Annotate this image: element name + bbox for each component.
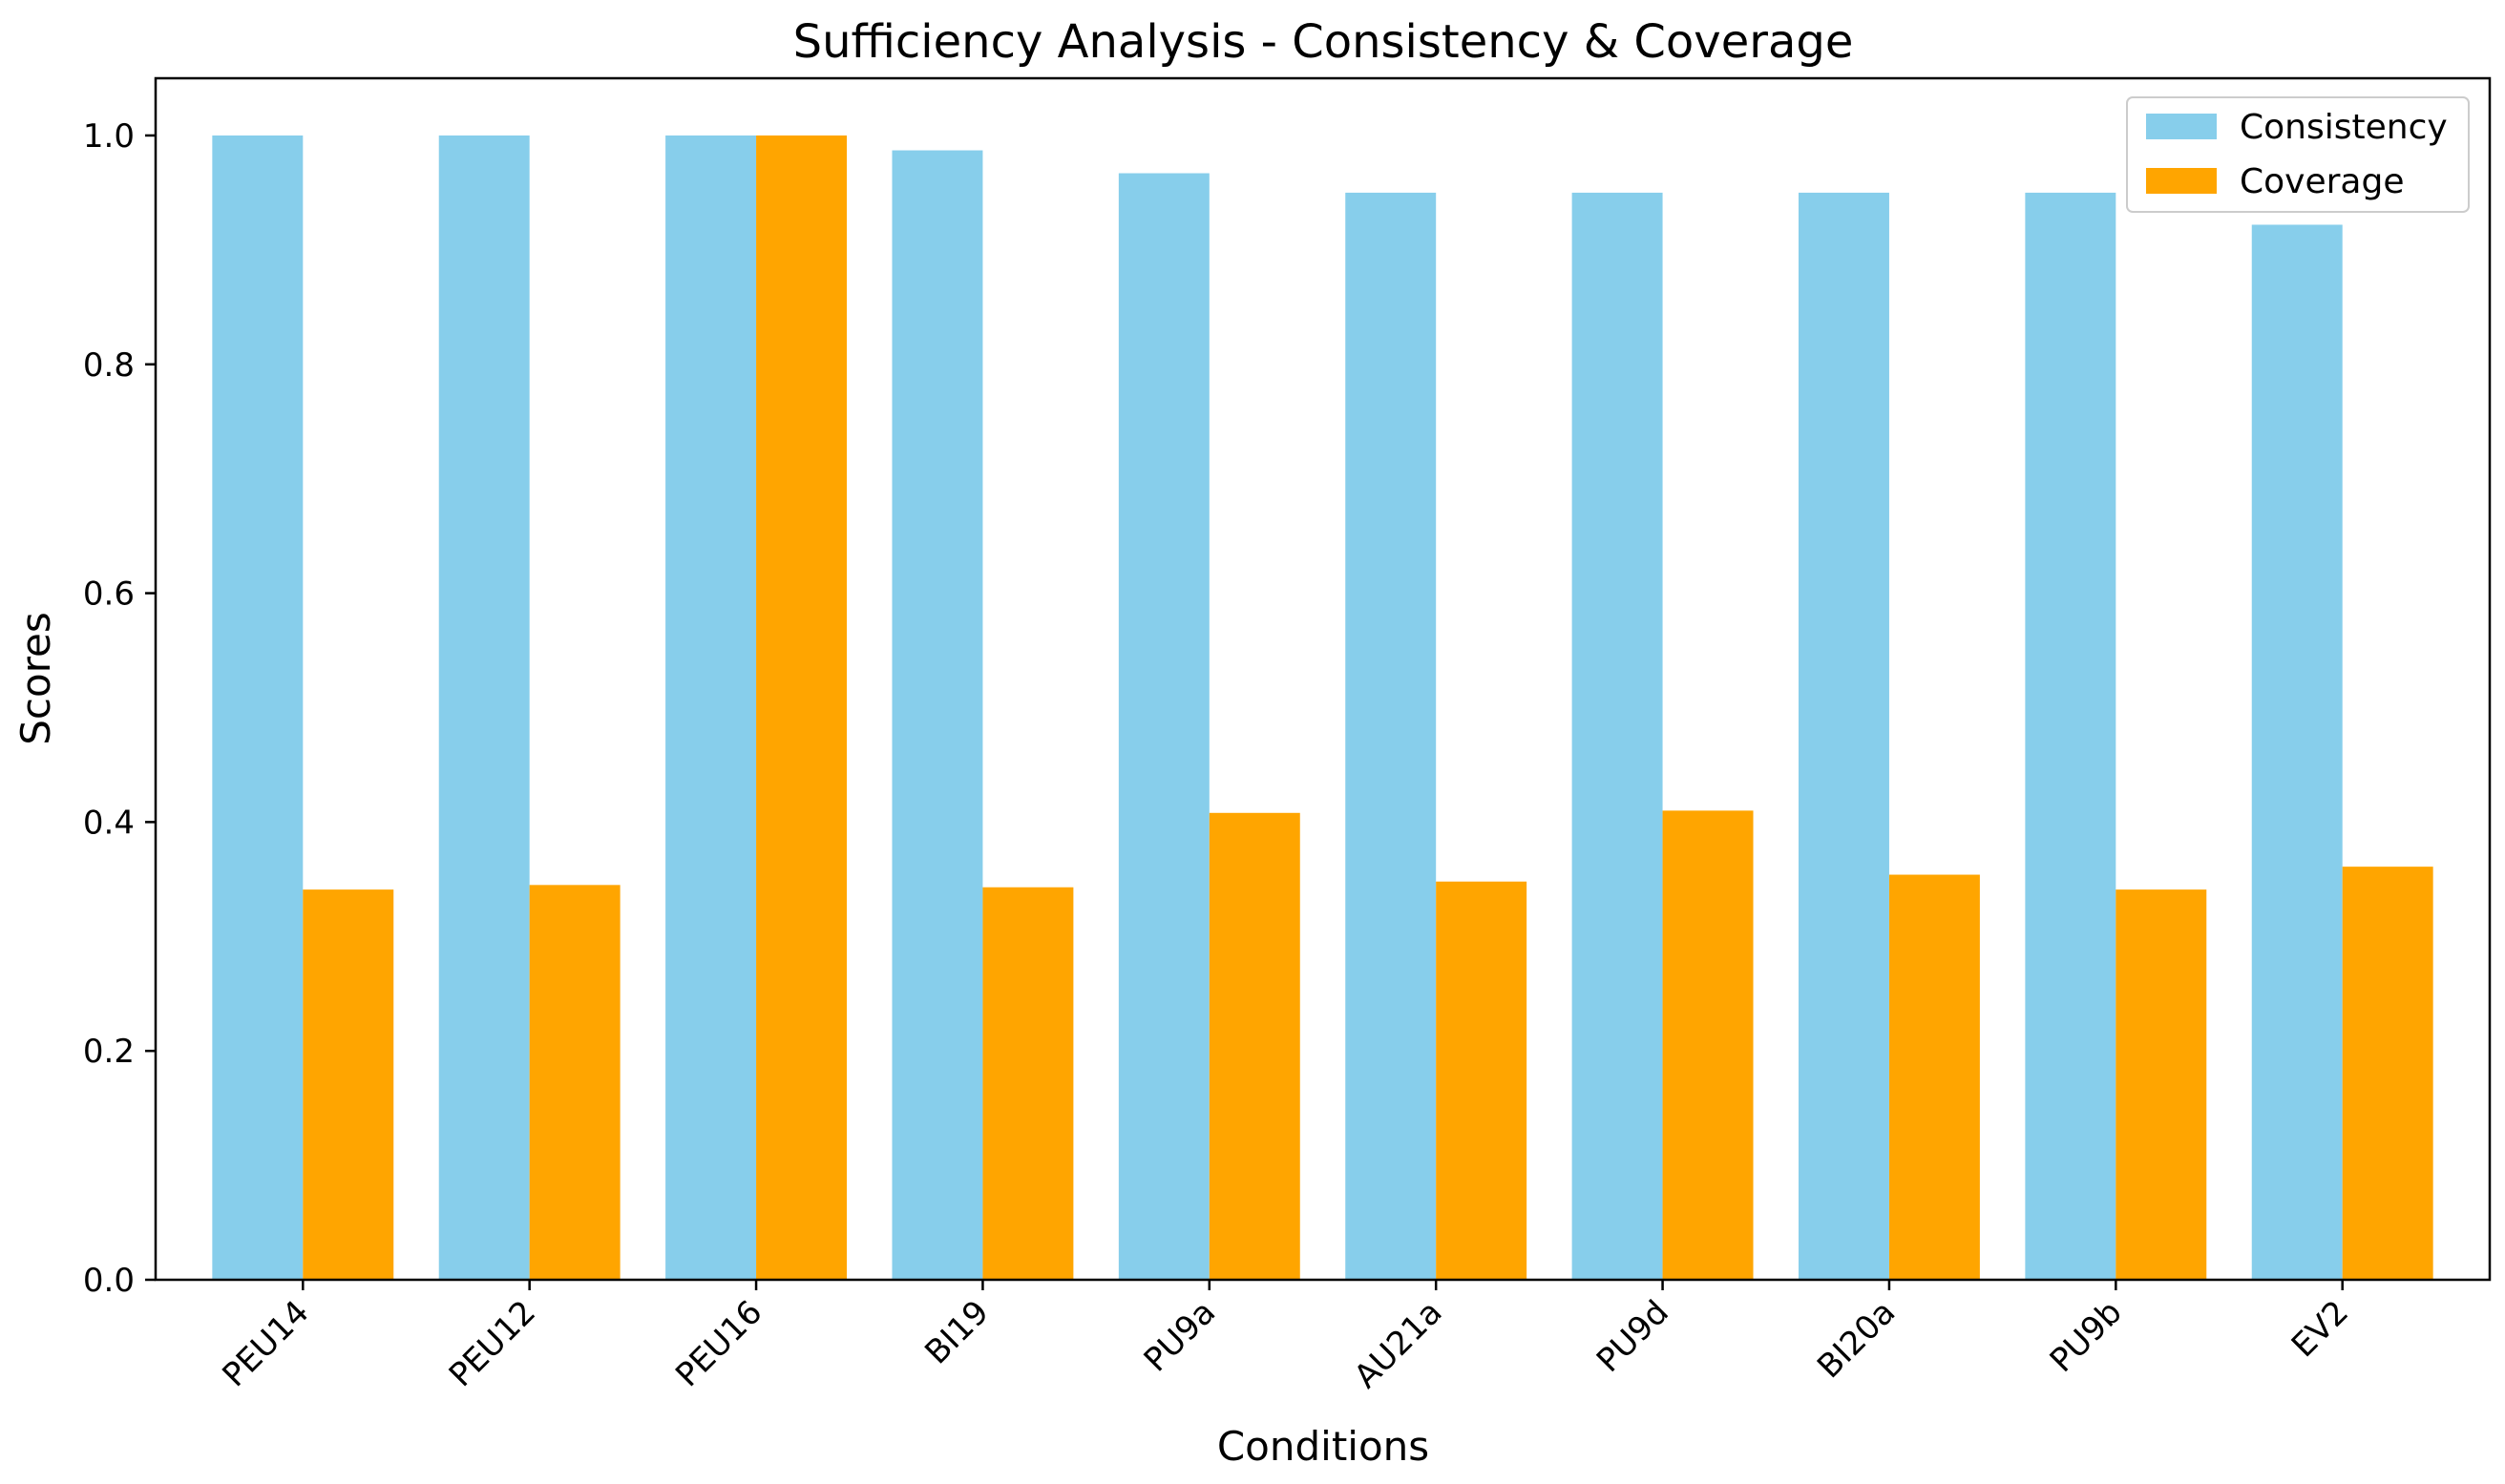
legend-swatch-coverage [2146, 168, 2217, 194]
bar-coverage-au21a [1436, 881, 1527, 1280]
bar-consistency-pu9a [1118, 173, 1210, 1280]
y-axis-ticks: 0.0 0.2 0.4 0.6 0.8 1.0 [83, 117, 156, 1300]
y-tick-label: 1.0 [83, 117, 135, 156]
y-tick-label: 0.4 [83, 804, 135, 842]
bars-layer [212, 135, 2433, 1281]
legend: Consistency Coverage [2126, 96, 2470, 213]
legend-label-coverage: Coverage [2240, 162, 2404, 201]
bar-coverage-peu12 [529, 885, 621, 1280]
bar-coverage-pu9d [1662, 810, 1754, 1280]
y-tick-label: 0.6 [83, 575, 135, 614]
bar-coverage-bi20a [1888, 874, 1980, 1280]
bar-consistency-pu9d [1571, 192, 1663, 1280]
bar-consistency-peu12 [438, 135, 530, 1280]
y-tick-label: 0.2 [83, 1033, 135, 1071]
bar-coverage-pu9a [1209, 812, 1300, 1280]
bar-consistency-peu14 [212, 135, 304, 1280]
legend-swatch-consistency [2146, 114, 2217, 139]
bar-coverage-peu14 [303, 889, 394, 1280]
y-tick-label: 0.8 [83, 346, 135, 385]
y-axis-label: Scores [12, 612, 59, 745]
bar-coverage-ev2 [2342, 867, 2433, 1280]
bar-consistency-ev2 [2251, 224, 2343, 1281]
bar-coverage-bi19 [982, 887, 1074, 1280]
bar-consistency-bi20a [1798, 192, 1889, 1280]
bar-consistency-peu16 [665, 135, 757, 1280]
legend-label-consistency: Consistency [2240, 108, 2448, 147]
bar-coverage-pu9b [2116, 889, 2207, 1280]
bar-consistency-bi19 [892, 150, 983, 1280]
bar-consistency-pu9b [2025, 192, 2116, 1280]
x-axis-label: Conditions [1217, 1423, 1429, 1470]
chart-title: Sufficiency Analysis - Consistency & Cov… [793, 15, 1854, 69]
bar-consistency-au21a [1345, 192, 1437, 1280]
bar-coverage-peu16 [756, 135, 848, 1280]
plot-frame [154, 76, 2492, 1282]
y-tick-label: 0.0 [83, 1262, 135, 1300]
